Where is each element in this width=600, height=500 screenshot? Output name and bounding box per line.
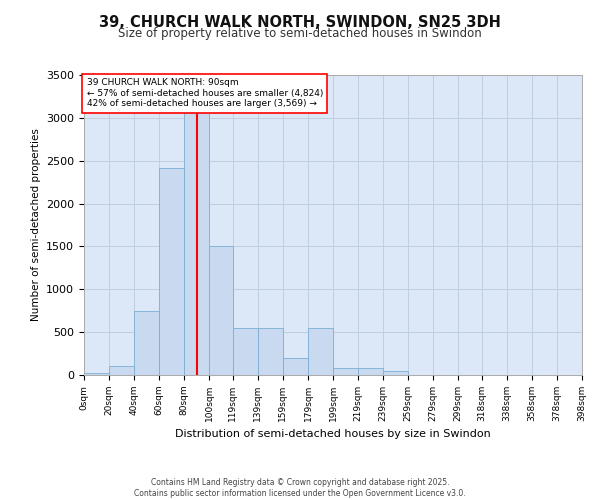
Bar — [333, 368, 358, 375]
Text: 39, CHURCH WALK NORTH, SWINDON, SN25 3DH: 39, CHURCH WALK NORTH, SWINDON, SN25 3DH — [99, 15, 501, 30]
Text: Size of property relative to semi-detached houses in Swindon: Size of property relative to semi-detach… — [118, 28, 482, 40]
Bar — [283, 358, 308, 375]
Y-axis label: Number of semi-detached properties: Number of semi-detached properties — [31, 128, 41, 322]
Bar — [159, 168, 184, 375]
Bar — [308, 328, 333, 375]
Bar — [84, 373, 109, 375]
Text: 39 CHURCH WALK NORTH: 90sqm
← 57% of semi-detached houses are smaller (4,824)
42: 39 CHURCH WALK NORTH: 90sqm ← 57% of sem… — [86, 78, 323, 108]
X-axis label: Distribution of semi-detached houses by size in Swindon: Distribution of semi-detached houses by … — [175, 430, 491, 440]
Bar — [184, 92, 209, 375]
Bar — [109, 366, 134, 375]
Bar — [358, 368, 383, 375]
Text: Contains HM Land Registry data © Crown copyright and database right 2025.
Contai: Contains HM Land Registry data © Crown c… — [134, 478, 466, 498]
Bar — [233, 328, 258, 375]
Bar — [258, 328, 283, 375]
Bar — [383, 370, 408, 375]
Bar — [209, 246, 233, 375]
Bar — [134, 310, 159, 375]
